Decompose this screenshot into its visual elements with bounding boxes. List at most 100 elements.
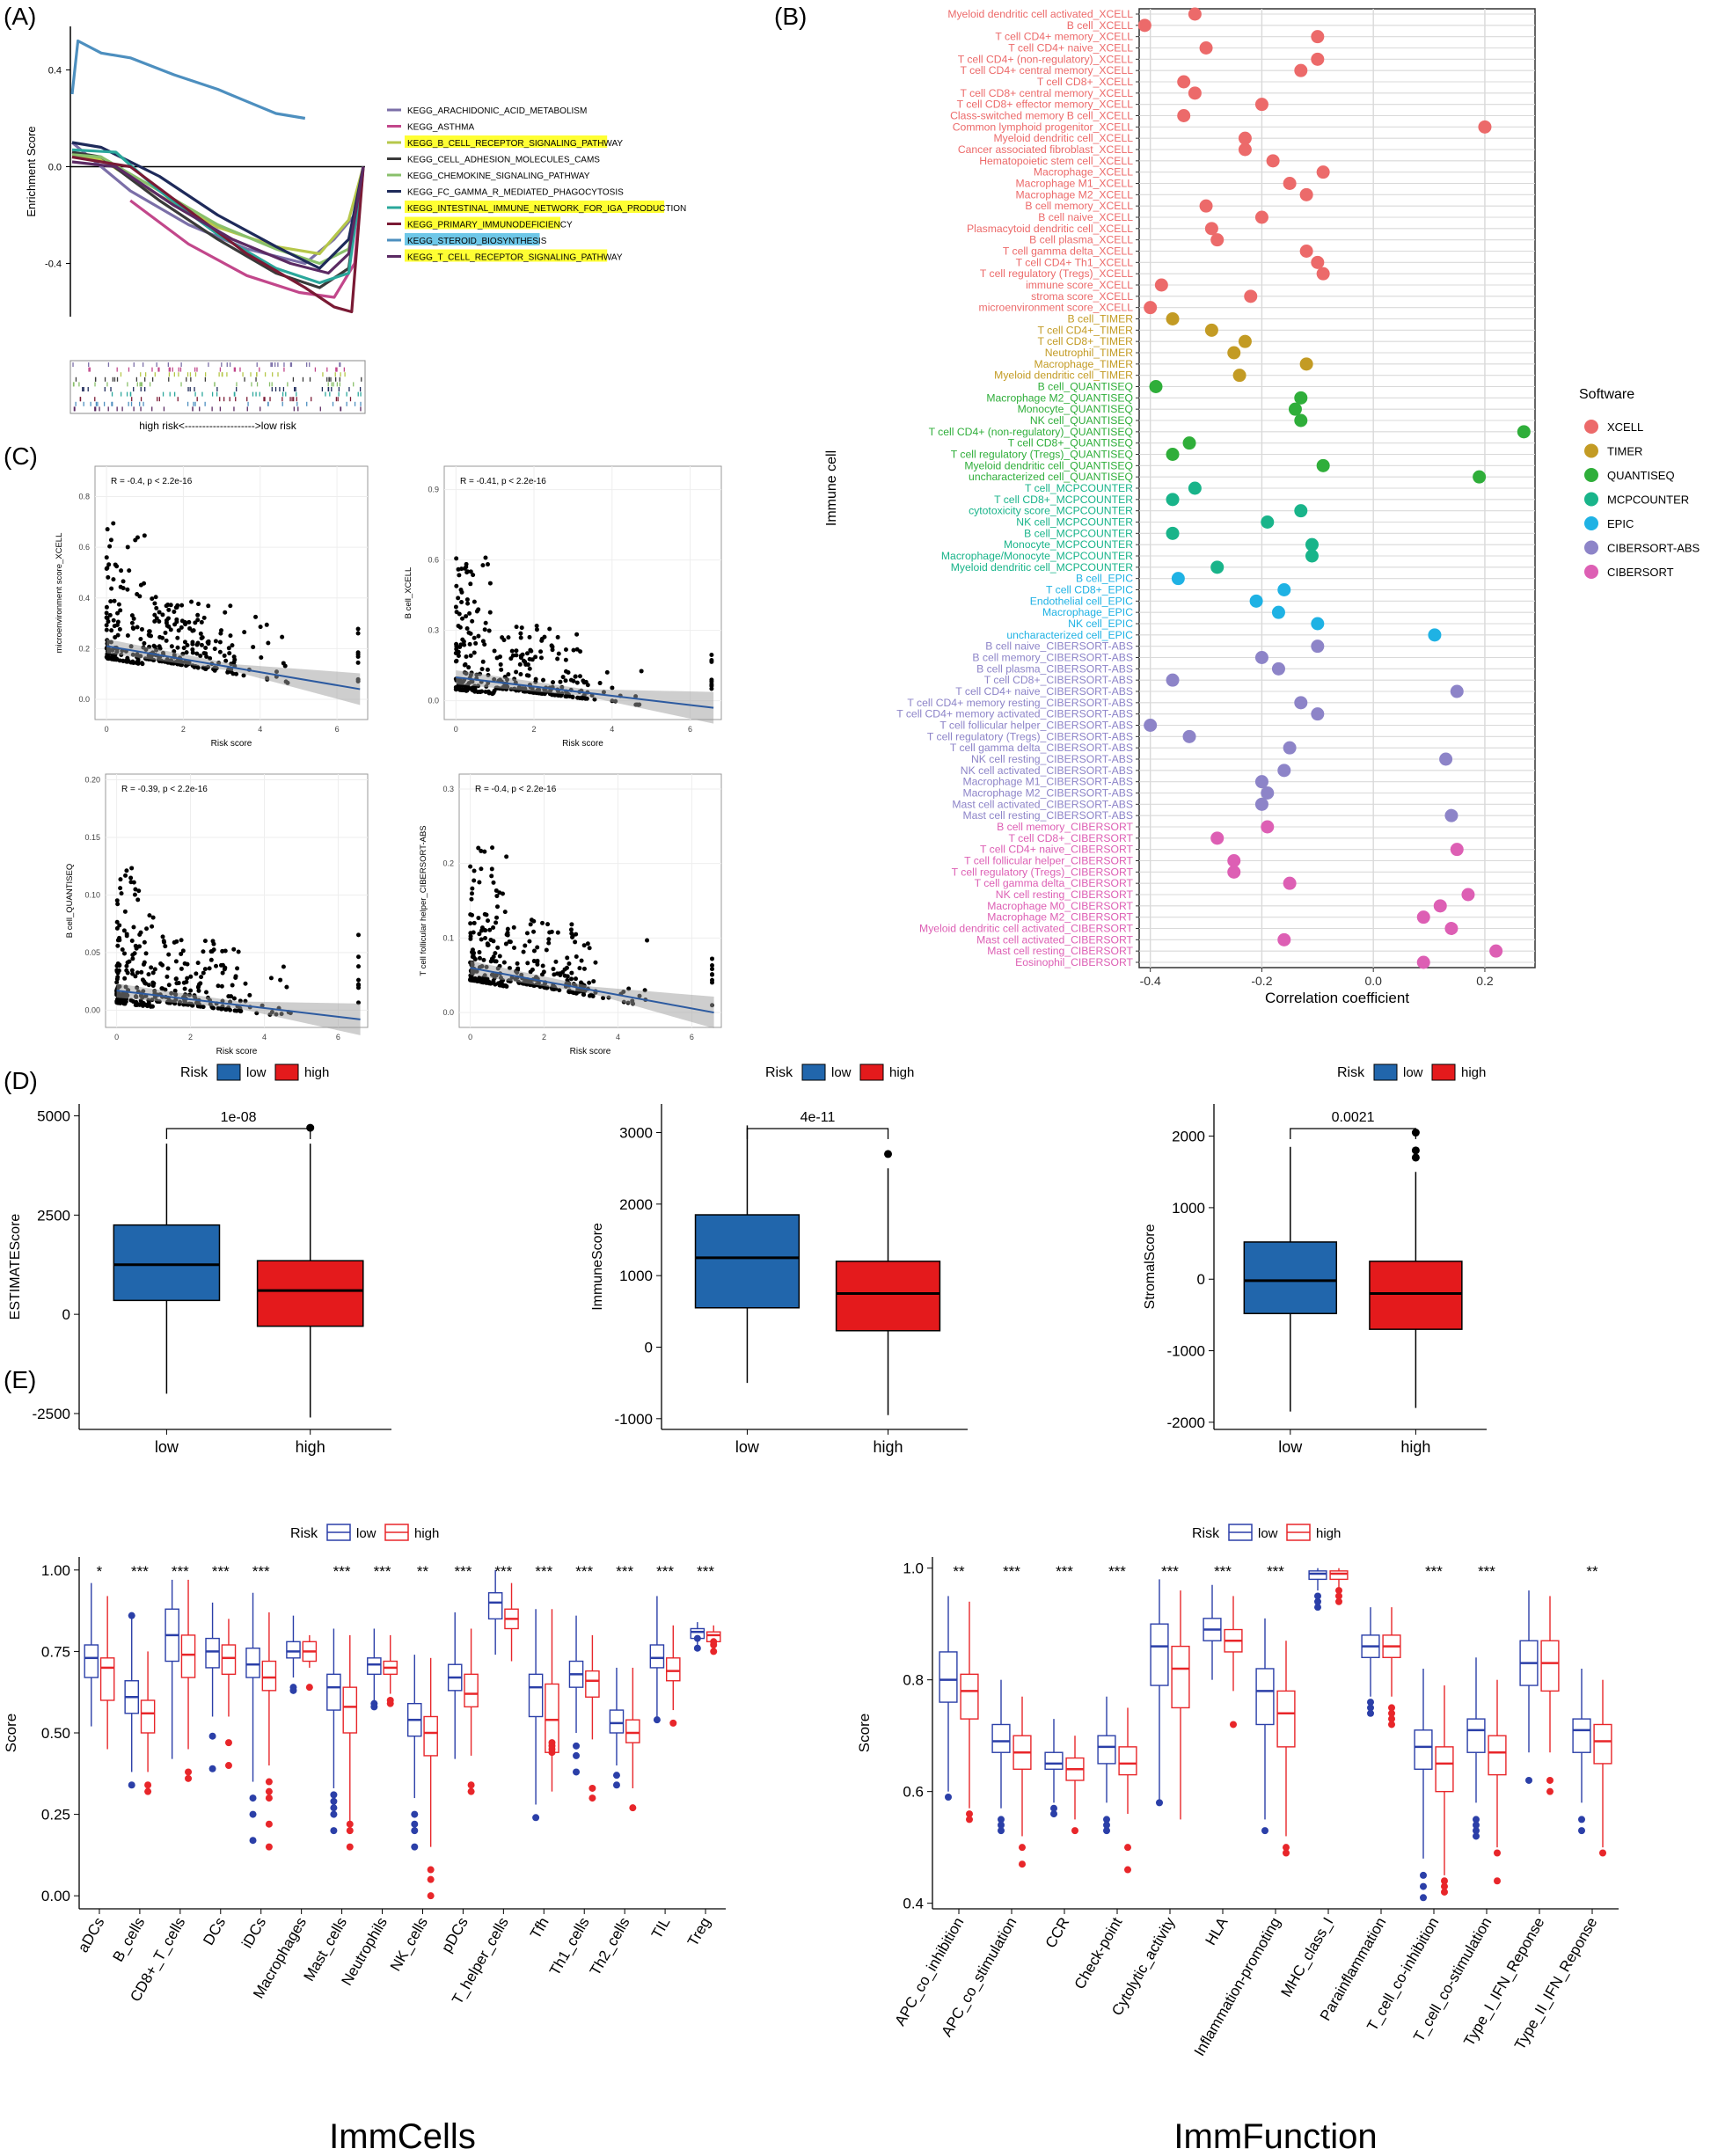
c-point bbox=[493, 959, 499, 964]
c-point bbox=[528, 969, 533, 975]
e-significance: *** bbox=[374, 1563, 391, 1580]
b-point-t-cell-cd4-th1-xcell bbox=[1311, 255, 1325, 269]
c-point bbox=[124, 968, 129, 973]
c-point bbox=[149, 965, 154, 970]
e-low-box bbox=[1150, 1623, 1169, 1686]
c-point bbox=[589, 993, 595, 998]
e-x-tick-label-adcs: aDCs bbox=[75, 1915, 108, 1955]
c-point bbox=[223, 948, 228, 954]
c-point bbox=[182, 620, 187, 625]
b-cell-label-macrophage-monocyte-mcpcounter: Macrophage/Monocyte_MCPCOUNTER bbox=[941, 550, 1133, 562]
c-point bbox=[540, 920, 545, 925]
d-high-box bbox=[835, 1261, 941, 1332]
c-point bbox=[216, 983, 221, 989]
c-point bbox=[151, 643, 157, 648]
b-legend-swatch-cibersort bbox=[1584, 565, 1598, 579]
a-es-line-kegg-intestinal-immune-network-for-iga-production bbox=[71, 148, 365, 285]
c-point bbox=[194, 642, 200, 647]
b-cell-label-t-cell-cd4-timer: T cell CD4+_TIMER bbox=[1038, 324, 1134, 336]
c-point bbox=[491, 978, 496, 983]
e-low-outlier bbox=[1103, 1816, 1110, 1823]
a-legend-label-kegg-asthma: KEGG_ASTHMA bbox=[407, 123, 474, 133]
c-point bbox=[125, 633, 130, 639]
d-y-tick-label: -1000 bbox=[1167, 1343, 1205, 1360]
c-point bbox=[491, 939, 496, 944]
c-point bbox=[198, 631, 203, 636]
e-x-tick-label-treg: Treg bbox=[684, 1915, 714, 1949]
c-point bbox=[188, 974, 194, 979]
c-point bbox=[472, 878, 477, 883]
b-cell-label-t-cell-regulatory-tregs-xcell: T cell regulatory (Tregs)_XCELL bbox=[980, 267, 1133, 280]
b-cell-label-macrophage-m1-cibersort-abs: Macrophage M1_CIBERSORT-ABS bbox=[963, 776, 1134, 788]
c-y-tick-label: 0.0 bbox=[442, 1008, 454, 1017]
c-point bbox=[577, 674, 582, 679]
e-high-outlier bbox=[386, 1696, 394, 1704]
e-low-outlier bbox=[1367, 1709, 1374, 1717]
e-low-outlier bbox=[128, 1781, 135, 1789]
c-point bbox=[131, 616, 136, 621]
c-point bbox=[710, 956, 715, 961]
e-high-outlier bbox=[427, 1875, 435, 1883]
c-point bbox=[150, 915, 156, 920]
b-cell-label-stroma-score-xcell: stroma score_XCELL bbox=[1031, 290, 1133, 303]
d-y-tick-label: 5000 bbox=[37, 1108, 70, 1125]
e-x-tick-label-th1-cells: Th1_cells bbox=[546, 1915, 593, 1979]
e-low-outlier bbox=[573, 1751, 581, 1759]
e-low-box bbox=[939, 1651, 958, 1703]
e-high-outlier bbox=[1388, 1721, 1395, 1728]
e-low-box bbox=[487, 1592, 503, 1620]
c-fit-line bbox=[470, 967, 714, 1014]
b-cell-label-b-cell-naive-cibersort-abs: B cell naive_CIBERSORT-ABS bbox=[985, 640, 1133, 653]
c-point bbox=[184, 979, 189, 984]
c-point bbox=[164, 638, 169, 643]
c-point bbox=[173, 959, 179, 964]
c-point bbox=[454, 610, 459, 615]
b-cell-label-t-cell-gamma-delta-xcell: T cell gamma delta_XCELL bbox=[1003, 245, 1133, 258]
c-point bbox=[544, 947, 549, 953]
c-point bbox=[456, 596, 461, 601]
c-point bbox=[109, 586, 114, 591]
c-point bbox=[206, 603, 211, 609]
b-cell-label-t-cell-cd8-central-memory-xcell: T cell CD8+ central memory_XCELL bbox=[960, 87, 1133, 99]
c-point bbox=[108, 537, 113, 543]
b-cell-label-macrophage-m2-cibersort: Macrophage M2_CIBERSORT bbox=[987, 911, 1133, 924]
c-point bbox=[499, 982, 504, 987]
d-x-tick-label: high bbox=[874, 1438, 903, 1456]
e-high-outlier bbox=[1124, 1866, 1131, 1874]
c-point bbox=[117, 626, 122, 632]
c-point bbox=[456, 566, 461, 572]
b-point-t-cell-cd4-non-regulatory-quantiseq bbox=[1517, 425, 1531, 439]
e-low-outlier bbox=[1314, 1597, 1321, 1605]
b-cell-label-uncharacterized-cell-epic: uncharacterized cell_EPIC bbox=[1006, 629, 1133, 641]
c-point bbox=[106, 574, 111, 580]
e-low-box bbox=[1097, 1735, 1116, 1765]
c-point bbox=[152, 612, 157, 618]
c-point bbox=[172, 622, 178, 627]
b-point-t-cell-cd8-central-memory-xcell bbox=[1188, 86, 1202, 100]
b-cell-label-nk-cell-mcpcounter: NK cell_MCPCOUNTER bbox=[1016, 516, 1133, 529]
panel-b-correlation-dotplot: Myeloid dendritic cell activated_XCELLB … bbox=[824, 7, 1700, 1006]
e-x-tick-label-ccr: CCR bbox=[1042, 1915, 1073, 1951]
c-point bbox=[201, 949, 206, 954]
c-point bbox=[119, 891, 124, 896]
c-point bbox=[518, 631, 523, 636]
b-cell-label-t-cell-cd4-memory-activated-cibersort-abs: T cell CD4+ memory activated_CIBERSORT-A… bbox=[896, 708, 1133, 720]
b-point-cytotoxicity-score-mcpcounter bbox=[1294, 504, 1308, 518]
b-cell-label-t-cell-cd8-cibersort: T cell CD8+_CIBERSORT bbox=[1009, 832, 1134, 844]
c-point bbox=[597, 681, 603, 686]
e-significance: *** bbox=[1108, 1563, 1126, 1580]
b-point-t-cell-cd4-naive-xcell bbox=[1199, 41, 1213, 55]
a-y-tick-label: 0.4 bbox=[48, 66, 62, 77]
c-point bbox=[529, 917, 534, 923]
e-high-outlier bbox=[629, 1804, 637, 1812]
c-point bbox=[540, 963, 545, 968]
c-point bbox=[550, 647, 555, 653]
c-point bbox=[477, 880, 482, 885]
c-point bbox=[117, 962, 122, 968]
c-point bbox=[166, 607, 172, 612]
c-point bbox=[587, 946, 592, 951]
e-legend-label-low: low bbox=[1258, 1526, 1278, 1541]
c-point bbox=[553, 959, 559, 964]
c-point bbox=[563, 647, 568, 653]
